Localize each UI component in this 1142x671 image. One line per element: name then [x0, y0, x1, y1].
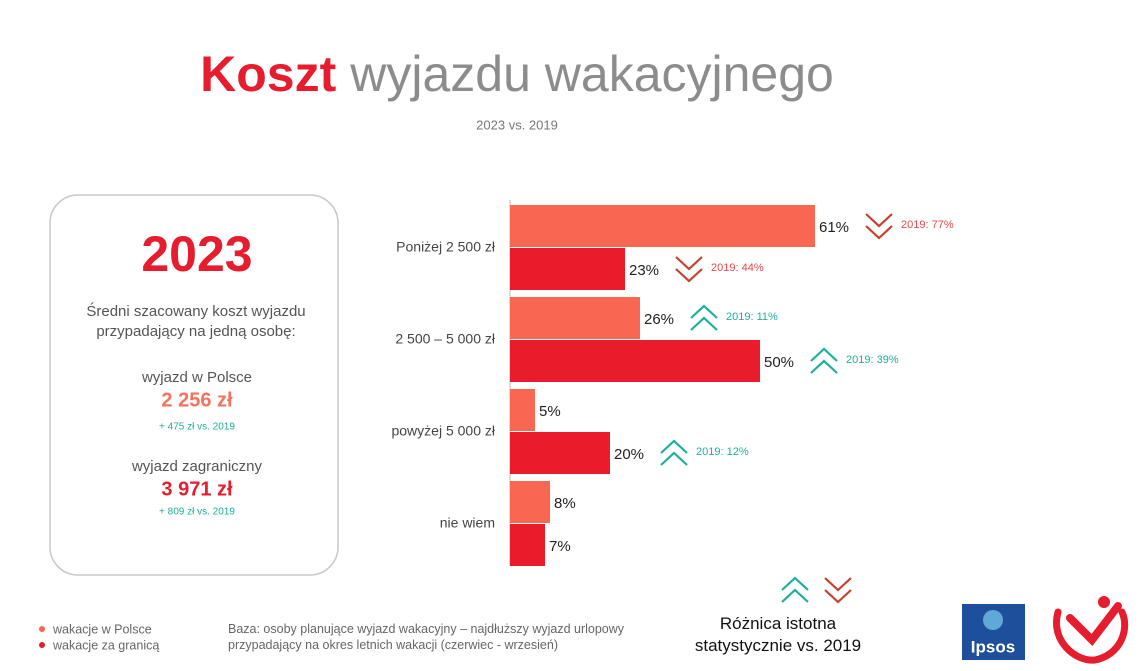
- comparison-label: 2019: 11%: [726, 311, 778, 323]
- value-label: 50%: [764, 354, 794, 371]
- value-label: 61%: [819, 219, 849, 236]
- arrow-up: [781, 576, 809, 591]
- heart-logo-dot: [1098, 596, 1110, 608]
- value-label: 26%: [644, 311, 674, 328]
- significance-label: Różnica istotna statystycznie vs. 2019: [694, 614, 862, 655]
- value-label: 23%: [629, 262, 659, 279]
- bar: [510, 205, 815, 247]
- comparison-label: 2019: 12%: [696, 446, 749, 458]
- arrow-up: [690, 316, 718, 331]
- arrow-down: [824, 577, 852, 592]
- category-label: 2 500 – 5 000 zł: [395, 331, 496, 347]
- value-label: 7%: [549, 538, 571, 555]
- bar: [510, 340, 760, 382]
- subtitle: 2023 vs. 2019: [476, 117, 558, 132]
- logo-text: Ipsos: [971, 637, 1015, 656]
- item-change: + 475 zł vs. 2019: [159, 422, 235, 433]
- summary-card: [49, 194, 339, 576]
- legend-label: wakacje za granicą: [52, 638, 159, 652]
- comparison-label: 2019: 44%: [711, 262, 764, 274]
- legend-dot: [39, 626, 45, 632]
- arrow-up: [810, 347, 838, 362]
- bar: [510, 248, 625, 290]
- bar: [510, 481, 550, 523]
- arrow-up: [810, 359, 838, 374]
- arrow-up: [660, 451, 688, 466]
- value-label: 5%: [539, 403, 561, 420]
- significance-arrows: [781, 576, 852, 604]
- comparison-label: 2019: 39%: [846, 354, 899, 366]
- arrow-down: [824, 589, 852, 604]
- bar: [510, 389, 535, 431]
- arrow-down: [675, 268, 703, 283]
- summary-year: 2023: [141, 226, 252, 282]
- arrow-down: [865, 225, 893, 240]
- arrow-down: [865, 213, 893, 228]
- item-change: + 809 zł vs. 2019: [159, 507, 235, 518]
- title-rest: wyjazdu wakacyjnego: [349, 46, 834, 102]
- category-label: nie wiem: [440, 515, 495, 531]
- comparison-label: 2019: 77%: [901, 219, 954, 231]
- ipsos-logo-mark: [983, 610, 1003, 630]
- title: Koszt wyjazdu wakacyjnego: [200, 46, 834, 102]
- arrow-down: [675, 256, 703, 271]
- value-label: 20%: [614, 446, 644, 463]
- bar: [510, 432, 610, 474]
- legend-dot: [39, 642, 45, 648]
- arrow-up: [690, 304, 718, 319]
- legend-label: wakacje w Polsce: [52, 622, 152, 636]
- value-label: 8%: [554, 495, 576, 512]
- heart-logo-check: [1066, 602, 1122, 647]
- bar: [510, 297, 640, 339]
- category-label: Poniżej 2 500 zł: [396, 239, 496, 255]
- title-bold: Koszt: [200, 46, 336, 102]
- category-label: powyżej 5 000 zł: [391, 423, 495, 439]
- arrow-up: [660, 439, 688, 454]
- heart-logo: [1053, 608, 1129, 664]
- summary-description: Średni szacowany koszt wyjazdu przypadaj…: [86, 303, 306, 340]
- item-label: wyjazd w Polsce: [141, 369, 252, 386]
- item-value: 2 256 zł: [161, 389, 233, 411]
- footnote: Baza: osoby planujące wyjazd wakacyjny –…: [228, 622, 625, 652]
- bar: [510, 524, 545, 566]
- arrow-up: [781, 588, 809, 603]
- item-label: wyjazd zagraniczny: [131, 458, 263, 475]
- item-value: 3 971 zł: [161, 478, 233, 500]
